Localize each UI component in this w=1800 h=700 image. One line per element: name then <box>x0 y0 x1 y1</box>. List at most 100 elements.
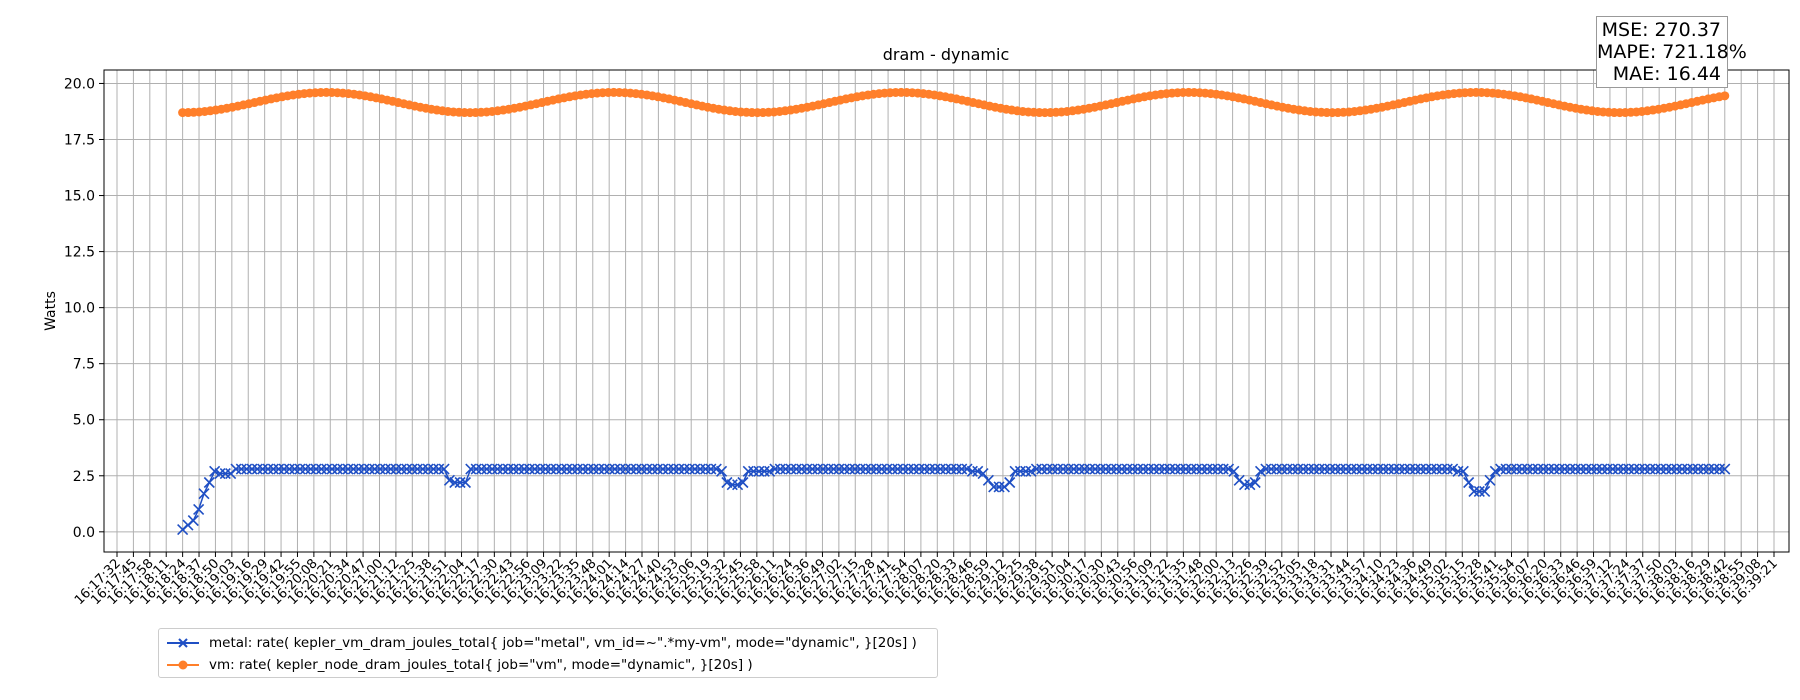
metal-point-stroke <box>347 463 359 475</box>
metal-point <box>748 465 760 477</box>
metal-point-stroke <box>566 463 578 475</box>
metal-point <box>1484 474 1496 486</box>
metal-point <box>369 463 381 475</box>
metal-point <box>1286 463 1299 475</box>
metal-point-stroke <box>1222 463 1235 475</box>
metal-point <box>635 463 648 475</box>
metal-point-stroke <box>1036 463 1048 475</box>
metal-point <box>257 463 269 475</box>
metal-point-stroke <box>844 463 856 475</box>
metal-point-stroke <box>1121 463 1133 475</box>
metal-point-stroke <box>1431 463 1443 475</box>
metal-point-stroke <box>1660 463 1672 475</box>
metal-point-stroke <box>331 463 343 475</box>
y-tick-label: 20.0 <box>64 76 95 92</box>
metal-point <box>342 463 354 475</box>
metal-point-stroke <box>705 463 717 475</box>
metal-point-stroke <box>406 463 418 475</box>
metal-point-stroke <box>609 463 621 475</box>
metal-point <box>1505 463 1517 475</box>
metal-point-stroke <box>230 463 242 475</box>
metal-point-stroke <box>1484 474 1496 486</box>
metal-point-stroke <box>1302 463 1315 475</box>
metal-point-stroke <box>1367 463 1379 475</box>
metal-point-stroke <box>1415 463 1427 475</box>
metal-point <box>1030 463 1042 475</box>
metal-point-stroke <box>1260 463 1272 475</box>
y-tick-label: 17.5 <box>64 132 95 148</box>
legend-item-vm: vm: rate( kepler_node_dram_joules_total{… <box>167 654 753 676</box>
metal-point <box>465 463 477 475</box>
metal-point <box>1415 463 1427 475</box>
metal-point <box>507 463 520 475</box>
metal-point <box>1575 463 1587 475</box>
metal-point-stroke <box>993 481 1005 493</box>
metal-point <box>742 465 754 477</box>
metal-point-stroke <box>251 463 263 475</box>
metal-point-stroke <box>267 463 279 475</box>
metal-point <box>475 463 488 475</box>
metal-point <box>1495 463 1507 475</box>
metal-point <box>796 463 808 475</box>
legend-label-metal: metal: rate( kepler_vm_dram_joules_total… <box>209 635 917 651</box>
metal-point <box>870 463 882 475</box>
metal-point-stroke <box>630 463 642 475</box>
metal-point <box>1351 463 1363 475</box>
y-tick-label: 5.0 <box>73 413 95 429</box>
metal-point-stroke <box>1644 463 1656 475</box>
metal-point <box>1041 463 1053 475</box>
metal-point <box>1174 463 1187 475</box>
metal-point <box>379 463 391 475</box>
metal-point-stroke <box>662 463 674 475</box>
metal-point <box>246 463 258 475</box>
metal-point <box>502 463 514 475</box>
metal-point-stroke <box>1319 463 1331 475</box>
metal-point-stroke <box>310 463 322 475</box>
metal-point <box>219 467 231 480</box>
metal-point-stroke <box>1671 463 1683 475</box>
metal-point <box>539 463 552 475</box>
metal-point-stroke <box>1457 465 1469 477</box>
metal-point-stroke <box>1329 463 1341 475</box>
metal-point <box>1116 463 1128 475</box>
metal-point <box>614 463 626 475</box>
metal-point-stroke <box>1505 463 1517 475</box>
metal-point-stroke <box>1297 463 1309 475</box>
metal-point <box>1105 463 1117 475</box>
metal-point-stroke <box>785 463 797 475</box>
metal-point <box>1527 463 1539 475</box>
metal-point <box>1436 463 1448 475</box>
metal-point <box>459 476 472 489</box>
metal-point-stroke <box>374 463 386 475</box>
metal-point <box>214 467 226 480</box>
metal-point <box>1009 465 1021 477</box>
chart-title: dram - dynamic <box>883 45 1009 64</box>
metal-point-stroke <box>828 463 840 475</box>
metal-point-stroke <box>1479 485 1491 498</box>
metal-point-stroke <box>577 463 589 475</box>
metal-point <box>193 503 205 515</box>
metal-point-stroke <box>502 463 514 475</box>
metal-point-stroke <box>1511 463 1523 475</box>
metal-point-stroke <box>1703 463 1715 475</box>
metal-point-stroke <box>769 463 781 475</box>
metal-point-stroke <box>1377 463 1389 475</box>
metal-point <box>491 463 504 475</box>
legend-item-metal: metal: rate( kepler_vm_dram_joules_total… <box>167 632 917 654</box>
metal-point <box>1665 463 1677 475</box>
series-metal <box>177 463 1731 536</box>
metal-point-stroke <box>593 463 605 475</box>
metal-point <box>646 463 658 475</box>
metal-point <box>1671 463 1683 475</box>
metal-point <box>545 463 557 475</box>
metal-point <box>940 463 952 475</box>
metal-point-stroke <box>449 476 461 489</box>
metal-point-stroke <box>1591 463 1603 475</box>
metal-point-stroke <box>1495 463 1507 475</box>
metal-point-stroke <box>1094 463 1107 475</box>
metal-point <box>1084 463 1096 475</box>
metal-point <box>1100 463 1112 475</box>
metal-point-stroke <box>817 463 829 475</box>
metal-point-stroke <box>641 463 653 475</box>
metal-point <box>1703 463 1715 475</box>
